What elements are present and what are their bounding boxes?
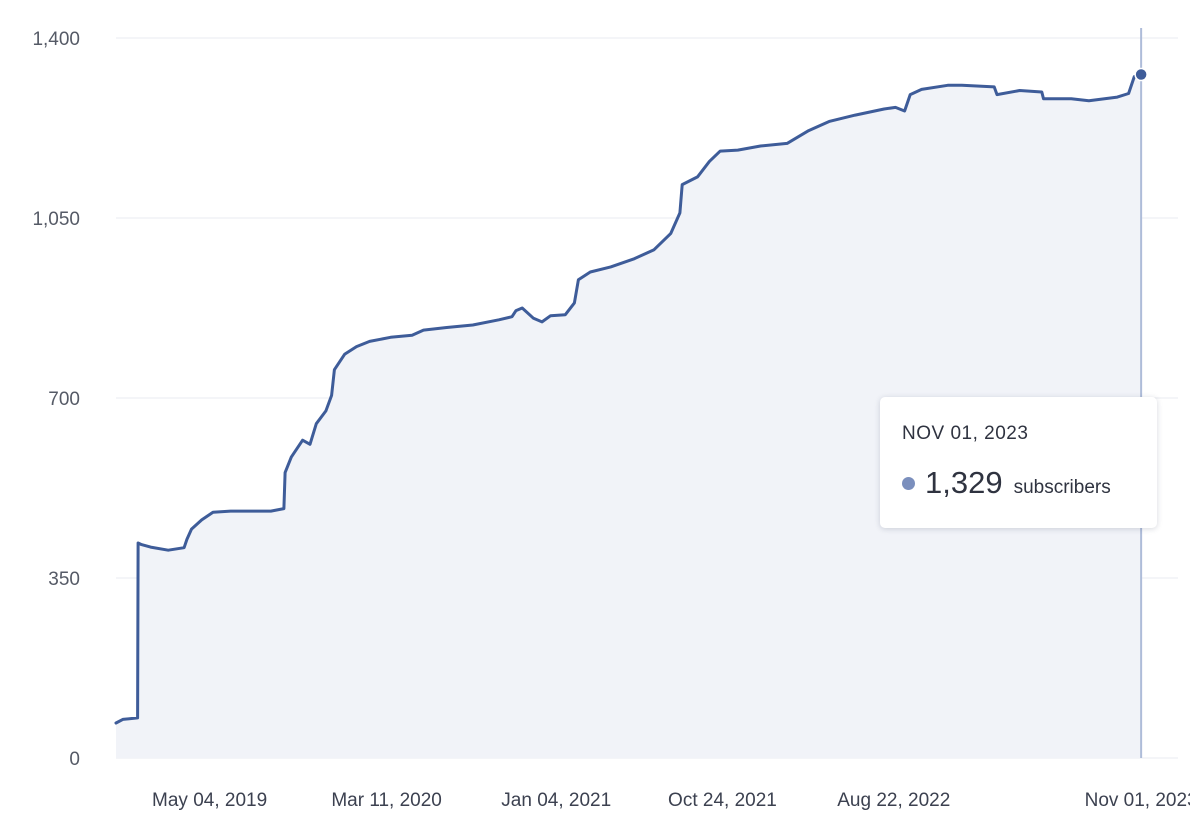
x-tick-label: Mar 11, 2020 [331, 790, 442, 811]
x-tick-label: May 04, 2019 [152, 790, 267, 811]
y-tick-label: 0 [69, 749, 80, 770]
x-tick-label: Nov 01, 2023 [1085, 790, 1190, 811]
x-tick-label: Aug 22, 2022 [837, 790, 950, 811]
area-layer [116, 74, 1142, 758]
highlight-point[interactable] [1134, 67, 1148, 82]
line-layer [114, 73, 1143, 725]
tooltip: NOV 01, 2023 1,329 subscribers [880, 397, 1157, 528]
tooltip-value: 1,329 [925, 465, 1003, 500]
series-area [116, 74, 1142, 758]
y-tick-label: 1,400 [32, 29, 80, 50]
tooltip-unit: subscribers [1013, 477, 1111, 498]
x-axis: May 04, 2019 Mar 11, 2020 Jan 04, 2021 Oct … [152, 790, 1190, 811]
x-tick-label: Jan 04, 2021 [501, 790, 611, 811]
tooltip-row: 1,329 subscribers [902, 465, 1135, 501]
x-tick-label: Oct 24, 2021 [668, 790, 777, 811]
tooltip-date: NOV 01, 2023 [902, 423, 1029, 444]
marker-layer [1134, 28, 1148, 758]
y-tick-label: 350 [48, 569, 80, 590]
y-tick-label: 1,050 [32, 209, 80, 230]
y-tick-label: 700 [48, 389, 80, 410]
y-axis: 0 350 700 1,050 1,400 [32, 29, 80, 770]
series-line [114, 73, 1143, 725]
series-dot-icon [902, 477, 915, 490]
